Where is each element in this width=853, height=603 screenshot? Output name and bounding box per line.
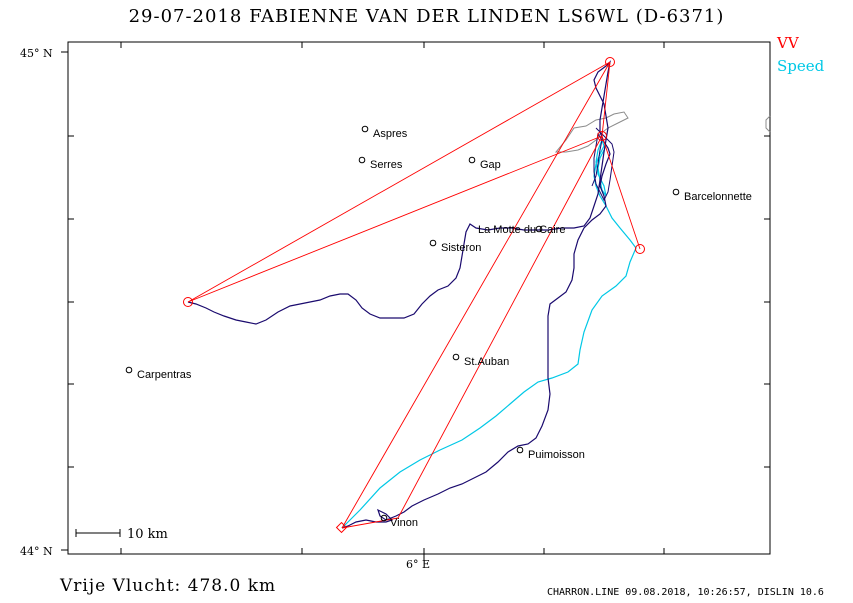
place-label-carpentras: Carpentras xyxy=(137,369,192,381)
terrain-outline xyxy=(554,111,771,153)
place-label-serres: Serres xyxy=(370,159,403,171)
turnpoint-west xyxy=(183,297,193,307)
turnpoint-north xyxy=(605,57,615,67)
file-info: CHARRON.LINE 09.08.2018, 10:26:57, DISLI… xyxy=(547,587,824,598)
scale-bar xyxy=(75,529,121,537)
place-marker-carpentras xyxy=(125,366,133,374)
place-marker-gap xyxy=(468,156,476,164)
place-marker-st-auban xyxy=(452,353,460,361)
lat-label-bottom: 44° N xyxy=(20,545,53,558)
lon-label: 6° E xyxy=(406,558,430,571)
map-frame xyxy=(67,41,771,555)
place-marker-puimoisson xyxy=(516,446,524,454)
place-markers xyxy=(125,125,680,522)
bottom-ticks xyxy=(120,548,665,560)
legend-speed: Speed xyxy=(777,57,825,75)
place-label-puimoisson: Puimoisson xyxy=(528,449,585,461)
place-label-aspres: Aspres xyxy=(373,128,408,140)
chart-title: 29-07-2018 FABIENNE VAN DER LINDEN LS6WL… xyxy=(128,6,725,27)
place-label-la-motte-du-caire: La Motte du Caire xyxy=(478,224,565,236)
place-label-sisteron: Sisteron xyxy=(441,242,481,254)
place-label-gap: Gap xyxy=(480,159,501,171)
turnpoint-gap xyxy=(597,131,607,141)
start-marker xyxy=(335,521,348,534)
legend-vv: VV xyxy=(777,34,799,52)
place-label-barcelonnette: Barcelonnette xyxy=(684,191,752,203)
lat-label-top: 45° N xyxy=(20,47,53,60)
turnpoint-east xyxy=(635,244,645,254)
scale-bar-label: 10 km xyxy=(127,527,168,542)
place-marker-aspres xyxy=(361,125,369,133)
free-flight-distance: Vrije Vlucht: 478.0 km xyxy=(60,576,277,596)
place-label-st-auban: St.Auban xyxy=(464,356,509,368)
place-marker-vinon xyxy=(380,514,388,522)
place-marker-barcelonnette xyxy=(672,188,680,196)
flight-track-detail xyxy=(591,127,615,202)
place-marker-la-motte-du-caire xyxy=(535,225,543,233)
speed-track xyxy=(341,138,637,529)
top-ticks xyxy=(120,42,665,48)
place-marker-sisteron xyxy=(429,239,437,247)
vv-turnpoints xyxy=(183,57,645,534)
right-ticks xyxy=(764,135,770,468)
place-label-vinon: Vinon xyxy=(390,517,418,529)
vv-legs xyxy=(187,61,641,529)
place-marker-serres xyxy=(358,156,366,164)
flight-track xyxy=(187,60,611,529)
left-ticks xyxy=(61,51,74,551)
